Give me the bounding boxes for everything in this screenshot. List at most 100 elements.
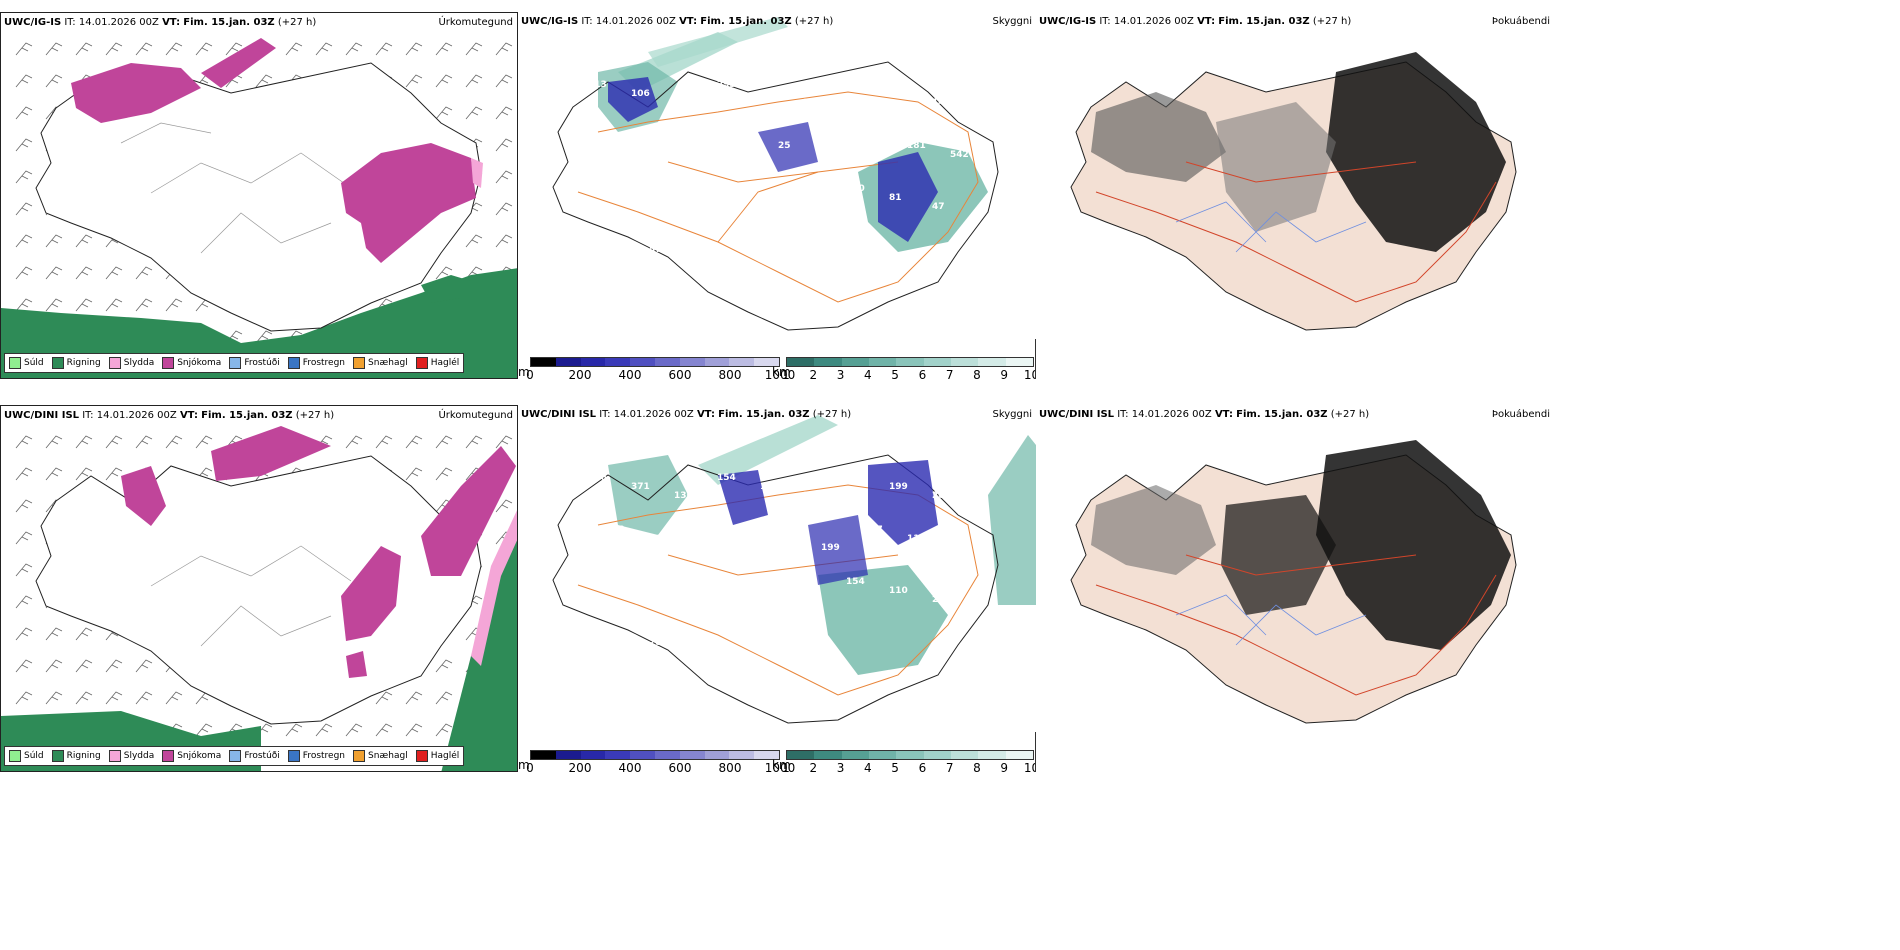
cloud-base-value: 129 [821,254,840,264]
snow-area-northwest [71,63,201,123]
rivers [1175,594,1367,646]
legend-item-snow-pellets: Snæhagl [353,750,408,762]
road-network [1095,161,1497,303]
wind-barb [495,170,513,184]
wind-barb [75,627,93,641]
wind-barb [15,170,33,184]
wind-barb [75,467,93,481]
wind-barb [105,659,123,673]
wind-barb [195,723,213,737]
wind-barb [75,234,93,248]
cloud-base-value: 75 [674,98,687,108]
wind-barb [195,435,213,449]
cloud-base-value: 181 [588,577,607,587]
wind-barb [165,298,183,312]
wind-barb [435,723,453,737]
cloud-base-value: 148 [760,193,779,203]
visibility-map-top: 113 106 75 293 181 179 97 106 144 106 121 64 108 25 80… [552,17,999,331]
cloud-base-value: 225 [735,629,754,639]
cloud-base-cluster-1 [878,152,938,242]
cloud-base-value: 277 [692,647,711,657]
cloud-base-value: 136 [674,491,693,501]
ptype-map-bottom [1,426,517,771]
wind-barb [45,435,63,449]
legend-item-sleet: Slydda [108,357,154,369]
cloud-base-value: 154 [778,245,797,255]
variable-title: Úrkomutegund [438,17,513,28]
ptype-panel-top: UWC/IG-IS IT: 14.01.2026 00Z VT: Fim. 15… [0,12,518,379]
visibility-panel-top: 113 106 75 293 181 179 97 106 144 106 121 64 108 25 80… [518,12,1036,379]
wind-barb [45,659,63,673]
cloud-base-value: 57 [649,245,662,255]
snow-area-northeast [421,446,516,576]
wind-barb [405,435,423,449]
wind-barb [435,266,453,280]
cloud-base-value: 154 [846,577,865,587]
cloud-base-value: 112 [846,473,865,483]
snow-area-south [346,651,367,678]
cloud-base-value: 200 [932,491,951,501]
wind-barb [15,202,33,216]
cloud-base-cluster-2 [718,470,768,525]
visibility-map-bottom: 246 371 136 154 146 178 112 199 200 172 165 119 132 1… [552,415,1036,724]
cloud-base-labels: 246 371 136 154 146 178 112 199 200 172 165 119 132 1… [588,473,969,657]
cloud-base-value: 192 [631,193,650,203]
cloud-base-value: 29 [674,595,687,605]
wind-barb [135,266,153,280]
cloud-base-value: 188 [803,595,822,605]
cloud-base-colorbar: 0 200 400 600 800 1000 m [518,750,795,772]
cloud-base-value: 121 [649,141,668,151]
visibility-panel-bottom: 246 371 136 154 146 178 112 199 200 172 165 119 132 1… [518,405,1036,772]
fog-map-top [1070,52,1517,331]
wind-barb [465,106,483,120]
wind-barb [165,42,183,56]
cloud-base-colorbar: 0 200 400 600 800 1000 m [518,357,795,379]
snow-area-east [341,143,476,263]
cloud-base-value: 179 [803,98,822,108]
wind-barb [465,74,483,88]
wind-barb [495,106,513,120]
panel-header: UWC/IG-IS IT: 14.01.2026 00Z VT: Fim. 15… [521,16,834,27]
wind-barb [405,723,423,737]
cloud-base-value: 199 [889,482,908,492]
cloud-base-value: 113 [588,80,607,90]
variable-title: Skyggni [992,16,1032,27]
wind-barb [435,42,453,56]
rivers [150,545,352,647]
cloud-base-value: 62 [864,132,877,142]
wind-barb [15,298,33,312]
fog-dark-northeast [1326,52,1506,252]
wind-barb [105,435,123,449]
cloud-base-value: 146 [760,482,779,492]
wind-barb [15,234,33,248]
wind-barb [75,298,93,312]
wind-barb [345,435,363,449]
wind-barb [45,467,63,481]
cloud-base-value: 106 [889,89,908,99]
cloud-base-value: 75 [606,236,619,246]
wind-barb [15,74,33,88]
wind-barb [15,595,33,609]
cloud-base-value: 142 [674,202,693,212]
wind-barb [45,298,63,312]
wind-barb [255,330,273,344]
wind-barb [15,659,33,673]
wind-barb [45,234,63,248]
cloud-base-value: 3 [692,254,698,264]
rain-area-south [1,268,517,378]
cloud-base-value: 132 [735,525,754,535]
cloud-base-value: 160 [846,184,865,194]
wind-barb [435,659,453,673]
legend-item-freezing-drizzle: Frostúði [229,357,280,369]
wind-barb [105,266,123,280]
cloud-base-value: 36 [735,236,748,246]
island-coast [35,455,482,725]
panel-header: UWC/DINI ISL IT: 14.01.2026 00Z VT: Fim.… [521,409,852,420]
ptype-legend: Súld Rigning Slydda Snjókoma Frostúði Fr… [4,746,465,766]
wind-barb [375,691,393,705]
legend-item-rain: Rigning [51,357,101,369]
wind-barb [75,659,93,673]
wind-barb [135,42,153,56]
visibility-colorbar: 1 2 3 4 5 6 7 8 9 10 km [772,750,1036,772]
wind-barb [375,723,393,737]
